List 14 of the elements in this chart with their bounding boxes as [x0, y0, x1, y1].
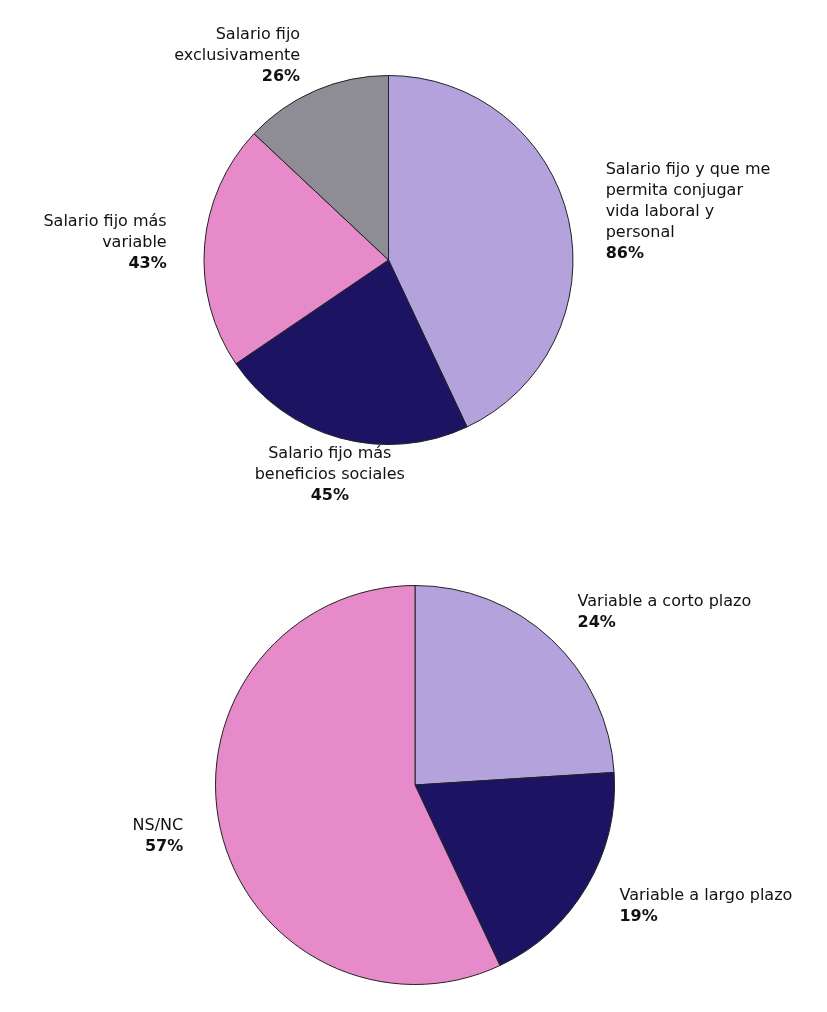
- data-label: 19%: [619, 905, 658, 925]
- slice-label: Salario fijo más variable: [43, 210, 167, 251]
- slice-label: Salario fijo y que me permita conjugar vida laboral y personal: [605, 158, 771, 241]
- slice-label: Variable a largo plazo: [619, 884, 793, 904]
- data-label: 43%: [128, 252, 167, 272]
- data-label: 24%: [577, 611, 616, 631]
- slice-label: NS/NC: [132, 815, 184, 835]
- data-label: 86%: [605, 242, 644, 262]
- slice-label: Salario fijo más beneficios sociales: [254, 442, 405, 483]
- data-label: 26%: [261, 65, 301, 85]
- slice-label: Salario fijo exclusivamente: [174, 23, 301, 64]
- slice-label: Variable a corto plazo: [577, 590, 752, 610]
- data-label: 45%: [310, 484, 349, 504]
- data-label: 57%: [144, 836, 184, 856]
